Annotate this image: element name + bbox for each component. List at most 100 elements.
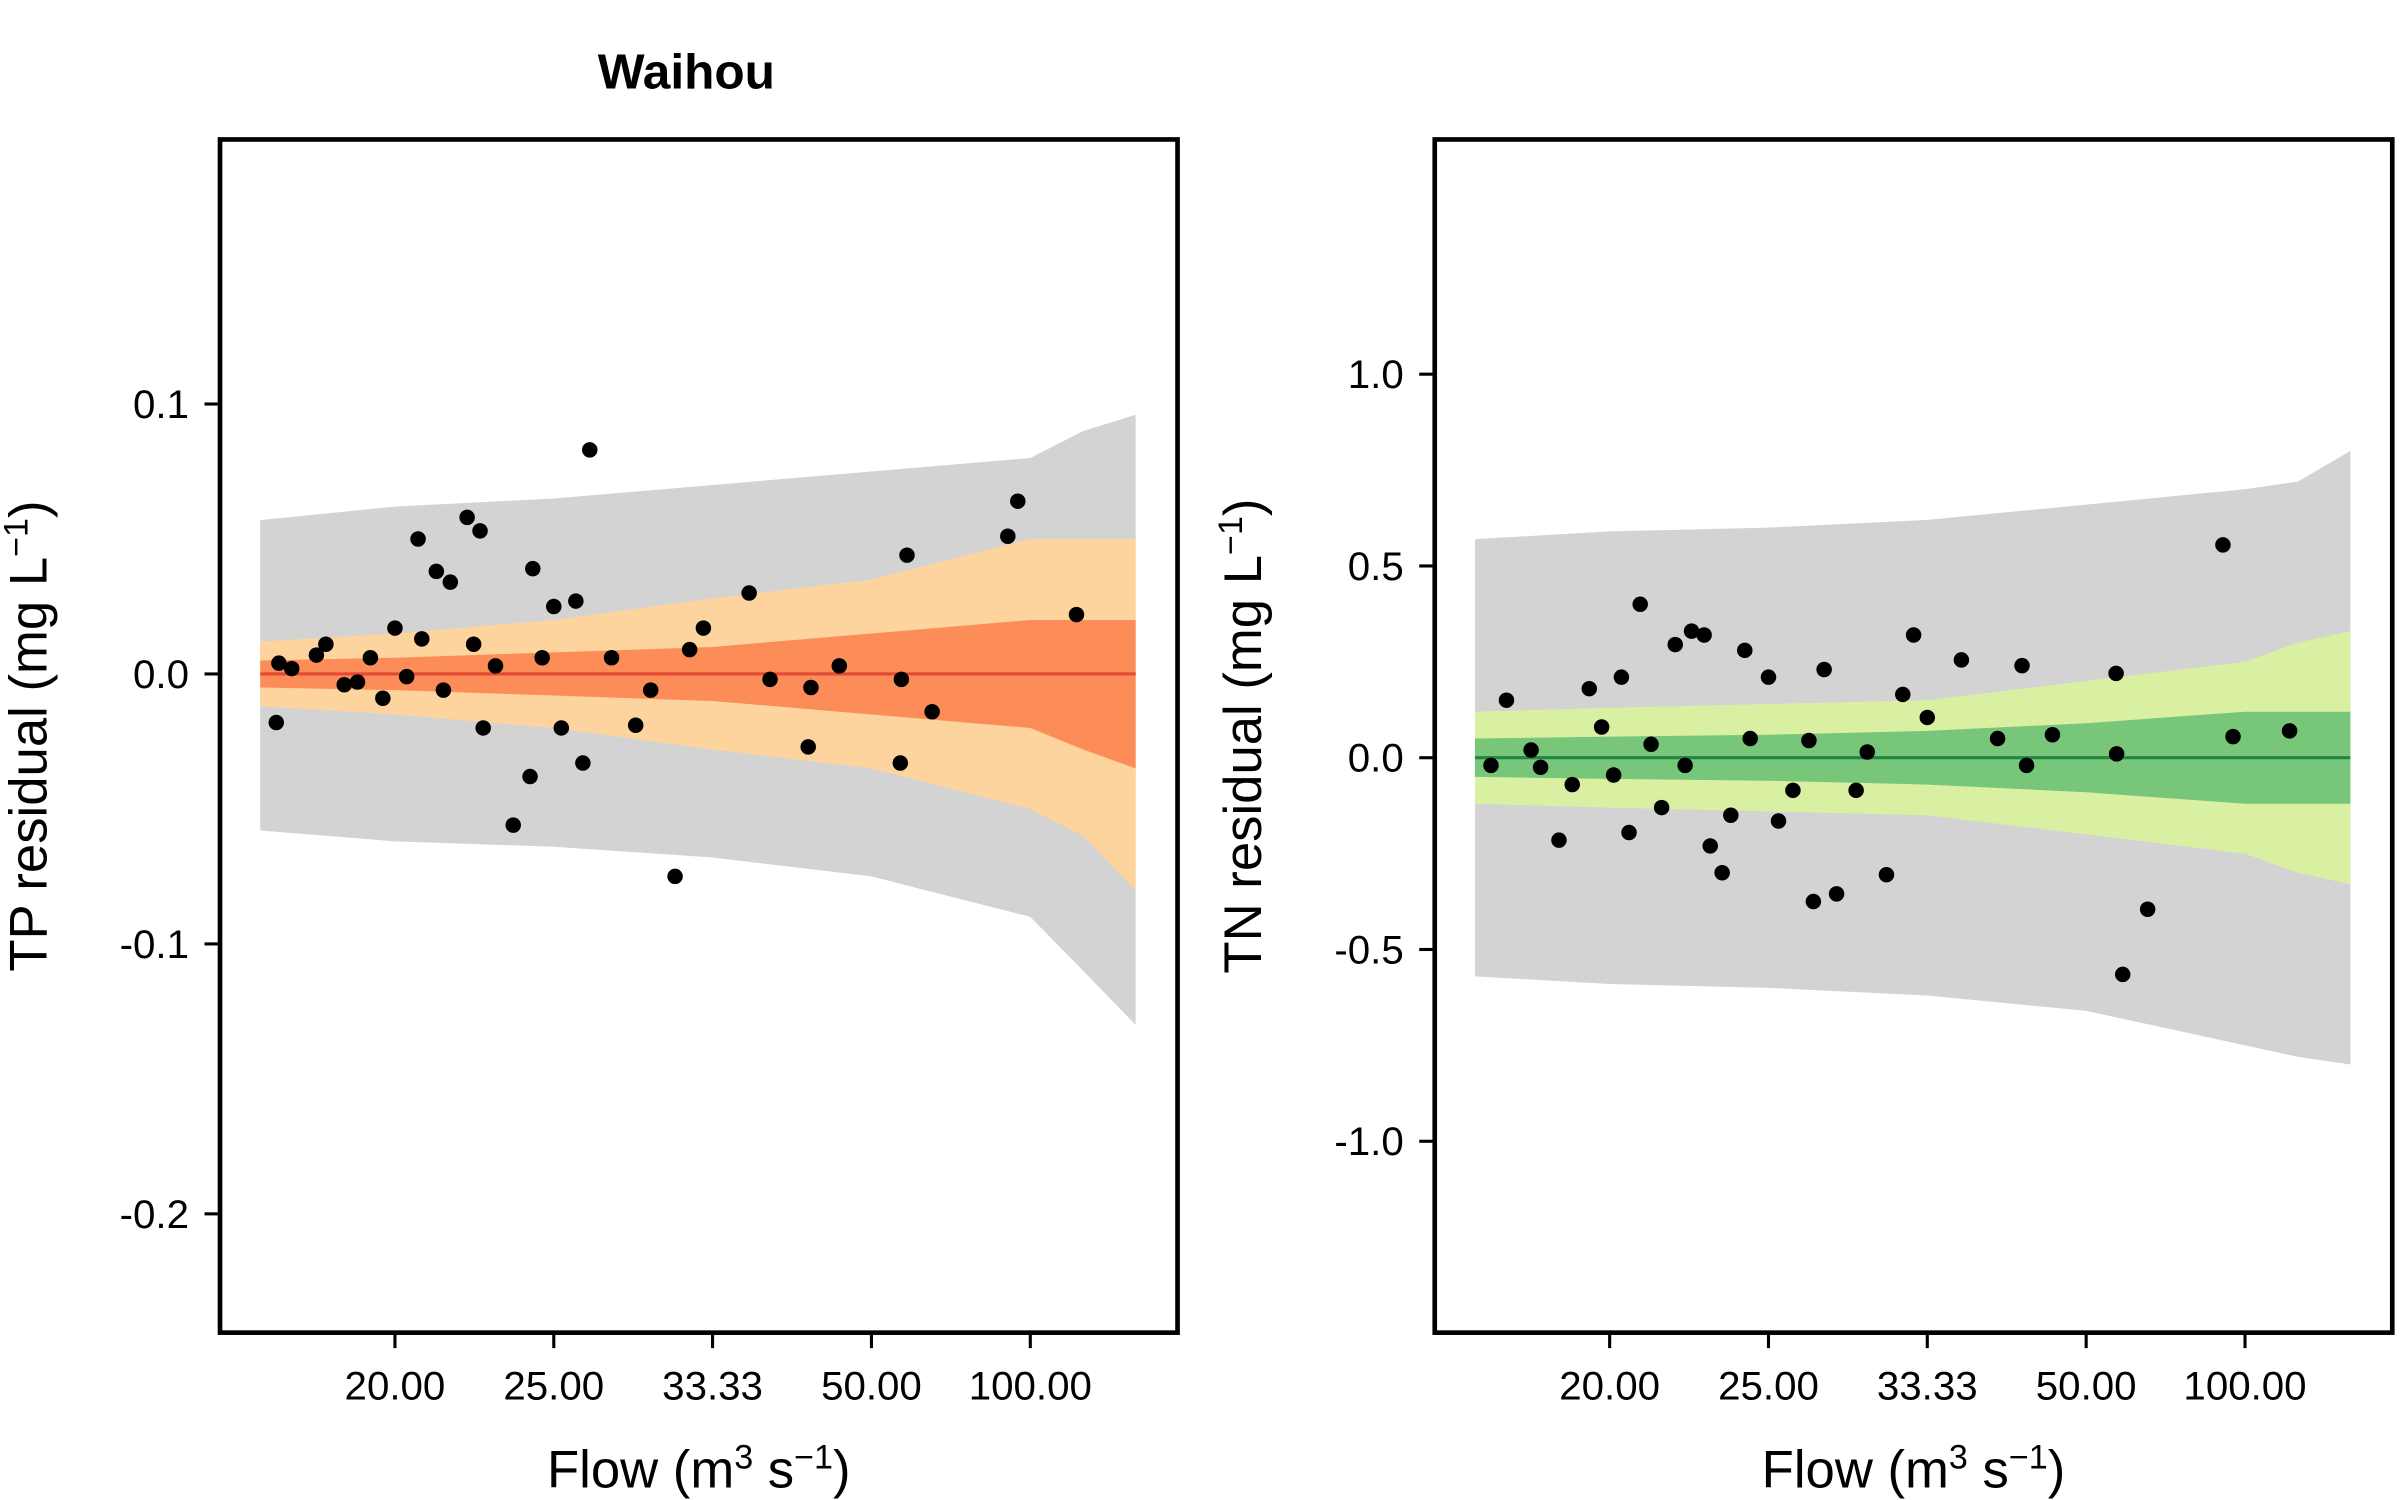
- data-point: [1895, 686, 1911, 703]
- data-point: [1653, 799, 1670, 816]
- data-point: [271, 655, 287, 671]
- panel: 1.0 0.5 0.0 -0.5 -1.0 20.00 25.00 33.33 50.00 100…: [1212, 137, 2395, 1500]
- data-point: [2225, 728, 2241, 745]
- data-point: [2215, 537, 2231, 553]
- data-point: [505, 817, 521, 833]
- data-point: [1677, 757, 1693, 774]
- superscript: −1: [1212, 516, 1250, 555]
- data-point: [575, 755, 591, 771]
- data-point: [1523, 742, 1539, 758]
- data-point: [1643, 736, 1659, 753]
- y-tick-label: 0.0: [133, 652, 189, 697]
- data-point: [1742, 730, 1758, 747]
- data-point: [1848, 782, 1864, 799]
- data-point: [1805, 893, 1822, 910]
- data-point: [762, 671, 778, 688]
- data-point: [428, 563, 445, 580]
- data-point: [1828, 886, 1845, 902]
- superscript: −1: [2009, 1439, 2048, 1477]
- data-point: [1683, 623, 1700, 639]
- data-point: [1737, 642, 1753, 659]
- x-tick-label: 20.00: [1559, 1363, 1660, 1408]
- plot-frame: [1432, 137, 2395, 1335]
- label-part: s: [1968, 1441, 2009, 1500]
- data-point: [642, 682, 659, 698]
- y-axis-label: TN residual (mg L−1): [1212, 499, 1273, 974]
- data-point: [283, 660, 300, 677]
- superscript: 3: [734, 1439, 753, 1477]
- uncertainty-band: [260, 538, 1136, 890]
- data-point: [1785, 782, 1801, 799]
- data-point: [318, 636, 334, 653]
- chart-title: Waihou: [598, 43, 775, 99]
- data-point: [924, 704, 940, 720]
- x-tick-label: 50.00: [821, 1363, 922, 1408]
- y-tick-label: -0.5: [1334, 927, 1403, 972]
- data-point: [2114, 966, 2131, 983]
- data-point: [1581, 680, 1598, 697]
- data-point: [465, 636, 482, 653]
- y-tick-label: -0.2: [120, 1192, 189, 1237]
- superscript: 3: [1949, 1439, 1968, 1477]
- data-point: [831, 658, 848, 674]
- data-point: [681, 641, 698, 658]
- uncertainty-band: [260, 619, 1136, 769]
- data-point: [1878, 866, 1895, 883]
- x-tick-label: 33.33: [1877, 1363, 1978, 1408]
- data-point: [1667, 636, 1683, 653]
- data-point: [2139, 901, 2156, 917]
- data-point: [1551, 832, 1567, 848]
- data-point: [1714, 865, 1730, 881]
- plot-frame: [217, 137, 1180, 1335]
- data-point: [410, 531, 426, 547]
- y-tick-label: -0.1: [120, 922, 189, 967]
- panel: 0.1 0.0 -0.1 -0.2 20.00 25.00 33.33 50.00 100.00…: [0, 43, 1180, 1500]
- x-tick-label: 50.00: [2036, 1363, 2137, 1408]
- data-point: [1483, 757, 1499, 774]
- data-point: [362, 650, 379, 666]
- label-part: s: [753, 1441, 794, 1500]
- data-point: [1760, 669, 1777, 685]
- data-point: [892, 755, 909, 771]
- data-point: [695, 620, 712, 636]
- data-point: [1593, 719, 1610, 735]
- label-part: ): [0, 500, 58, 518]
- data-point: [525, 560, 541, 577]
- data-point: [1816, 661, 1832, 678]
- data-point: [1702, 838, 1718, 854]
- data-point: [1919, 709, 1936, 726]
- x-tick-label: 25.00: [503, 1363, 604, 1408]
- data-point: [553, 720, 570, 736]
- data-point: [546, 598, 562, 615]
- data-point: [1905, 627, 1922, 643]
- x-tick-label: 100.00: [2183, 1363, 2306, 1408]
- data-point: [387, 620, 403, 636]
- data-point: [1632, 596, 1648, 613]
- data-point: [800, 739, 816, 755]
- data-point: [2014, 657, 2030, 674]
- y-tick-label: 1.0: [1348, 352, 1404, 397]
- label-part: Flow (m: [547, 1441, 734, 1500]
- data-point: [1859, 744, 1875, 760]
- y-tick-label: 0.5: [1348, 544, 1404, 589]
- x-axis-label: Flow (m3 s−1): [547, 1439, 851, 1500]
- data-point: [893, 671, 910, 688]
- data-point: [568, 593, 584, 609]
- data-point: [459, 509, 475, 526]
- data-point: [1605, 767, 1622, 783]
- data-point: [581, 442, 598, 458]
- data-point: [1696, 627, 1712, 643]
- y-axis-label: TP residual (mg L−1): [0, 500, 58, 971]
- x-axis-label: Flow (m3 s−1): [1762, 1439, 2066, 1500]
- data-point: [349, 674, 366, 690]
- data-point: [1613, 669, 1630, 685]
- data-point: [1532, 759, 1549, 776]
- data-point: [2108, 665, 2124, 682]
- label-part: TN residual (mg L: [1214, 555, 1273, 974]
- data-point: [1770, 813, 1787, 829]
- data-point: [2281, 723, 2298, 739]
- data-point: [667, 868, 683, 885]
- data-point: [398, 668, 415, 685]
- data-point: [1068, 606, 1085, 623]
- data-point: [487, 658, 504, 674]
